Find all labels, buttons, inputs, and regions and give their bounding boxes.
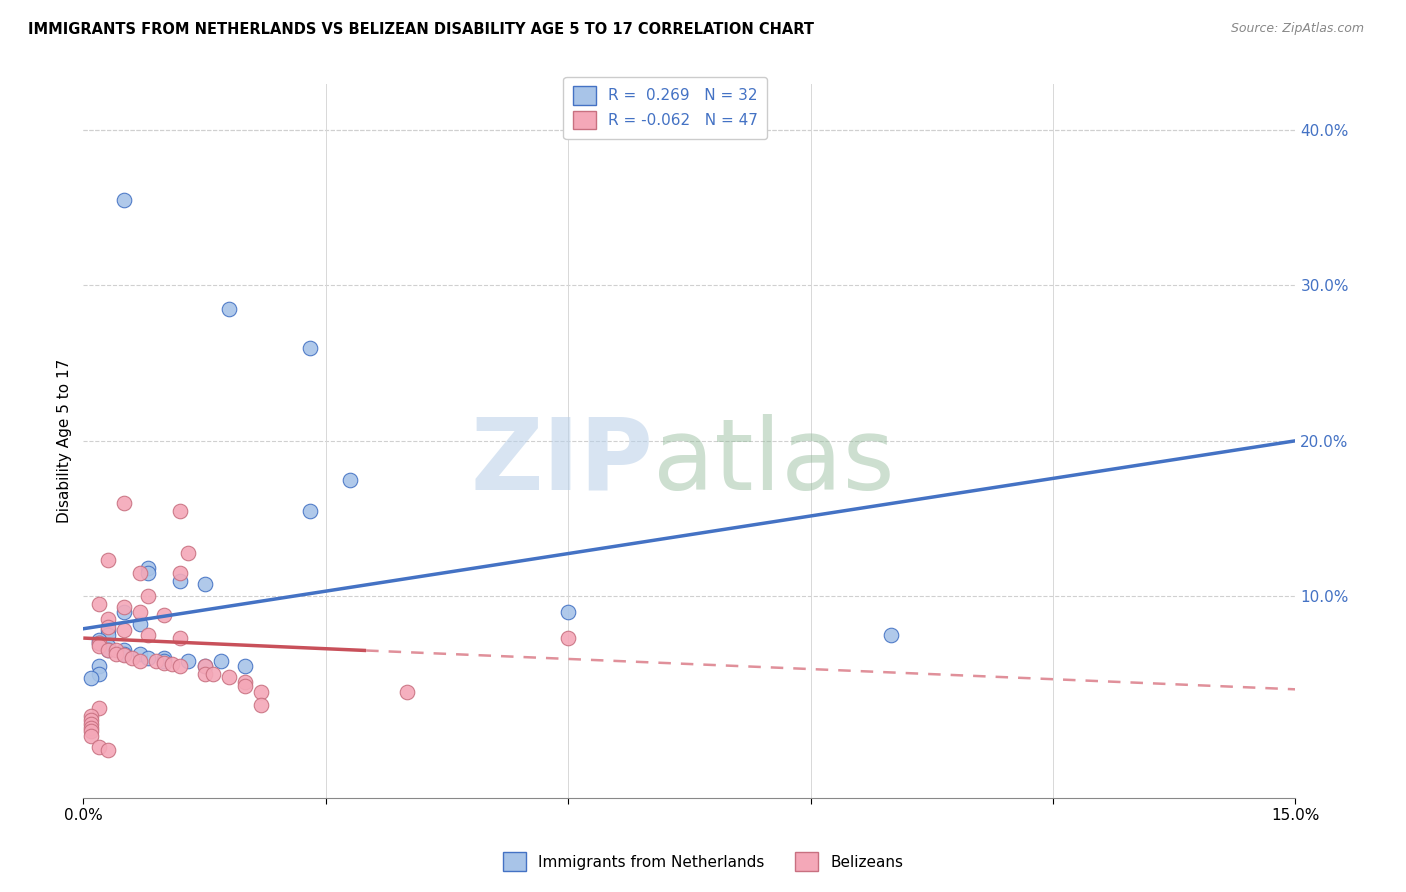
Point	[112, 599, 135, 614]
Point	[80, 708, 103, 723]
Point	[339, 473, 361, 487]
Point	[218, 301, 240, 316]
Point	[169, 574, 191, 588]
Point	[153, 651, 176, 665]
Point	[880, 628, 903, 642]
Point	[128, 647, 150, 661]
Point	[112, 193, 135, 207]
Point	[80, 729, 103, 743]
Point	[298, 341, 321, 355]
Point	[160, 657, 183, 672]
Point	[136, 628, 159, 642]
Legend: R =  0.269   N = 32, R = -0.062   N = 47: R = 0.269 N = 32, R = -0.062 N = 47	[564, 77, 766, 138]
Point	[80, 724, 103, 739]
Point	[89, 666, 111, 681]
Point	[136, 566, 159, 580]
Point	[89, 597, 111, 611]
Point	[193, 659, 215, 673]
Point	[128, 654, 150, 668]
Point	[557, 605, 579, 619]
Text: Source: ZipAtlas.com: Source: ZipAtlas.com	[1230, 22, 1364, 36]
Text: ZIP: ZIP	[470, 414, 652, 511]
Point	[557, 631, 579, 645]
Point	[169, 659, 191, 673]
Point	[233, 674, 256, 689]
Point	[177, 546, 200, 560]
Point	[89, 636, 111, 650]
Point	[169, 566, 191, 580]
Legend: Immigrants from Netherlands, Belizeans: Immigrants from Netherlands, Belizeans	[496, 847, 910, 877]
Point	[136, 589, 159, 603]
Point	[193, 666, 215, 681]
Point	[96, 624, 118, 638]
Point	[169, 504, 191, 518]
Point	[128, 605, 150, 619]
Point	[104, 647, 127, 661]
Point	[112, 496, 135, 510]
Point	[89, 632, 111, 647]
Point	[128, 566, 150, 580]
Point	[153, 607, 176, 622]
Point	[89, 636, 111, 650]
Point	[89, 639, 111, 653]
Point	[112, 643, 135, 657]
Point	[136, 561, 159, 575]
Point	[145, 654, 167, 668]
Point	[193, 659, 215, 673]
Point	[250, 698, 273, 712]
Point	[89, 701, 111, 715]
Point	[96, 553, 118, 567]
Point	[201, 666, 224, 681]
Point	[96, 643, 118, 657]
Point	[177, 654, 200, 668]
Point	[112, 624, 135, 638]
Point	[80, 672, 103, 686]
Point	[80, 716, 103, 731]
Point	[80, 721, 103, 735]
Point	[233, 679, 256, 693]
Point	[96, 743, 118, 757]
Point	[233, 659, 256, 673]
Point	[169, 631, 191, 645]
Point	[112, 605, 135, 619]
Point	[96, 639, 118, 653]
Point	[96, 612, 118, 626]
Point	[96, 643, 118, 657]
Point	[193, 576, 215, 591]
Point	[112, 647, 135, 661]
Point	[250, 685, 273, 699]
Point	[298, 504, 321, 518]
Point	[89, 739, 111, 754]
Point	[112, 648, 135, 662]
Point	[153, 654, 176, 668]
Point	[128, 617, 150, 632]
Point	[89, 659, 111, 673]
Point	[96, 628, 118, 642]
Point	[121, 651, 143, 665]
Point	[96, 620, 118, 634]
Point	[80, 714, 103, 728]
Point	[218, 670, 240, 684]
Text: IMMIGRANTS FROM NETHERLANDS VS BELIZEAN DISABILITY AGE 5 TO 17 CORRELATION CHART: IMMIGRANTS FROM NETHERLANDS VS BELIZEAN …	[28, 22, 814, 37]
Text: atlas: atlas	[652, 414, 894, 511]
Point	[136, 651, 159, 665]
Point	[209, 654, 232, 668]
Point	[395, 685, 418, 699]
Y-axis label: Disability Age 5 to 17: Disability Age 5 to 17	[58, 359, 72, 523]
Point	[104, 643, 127, 657]
Point	[153, 656, 176, 670]
